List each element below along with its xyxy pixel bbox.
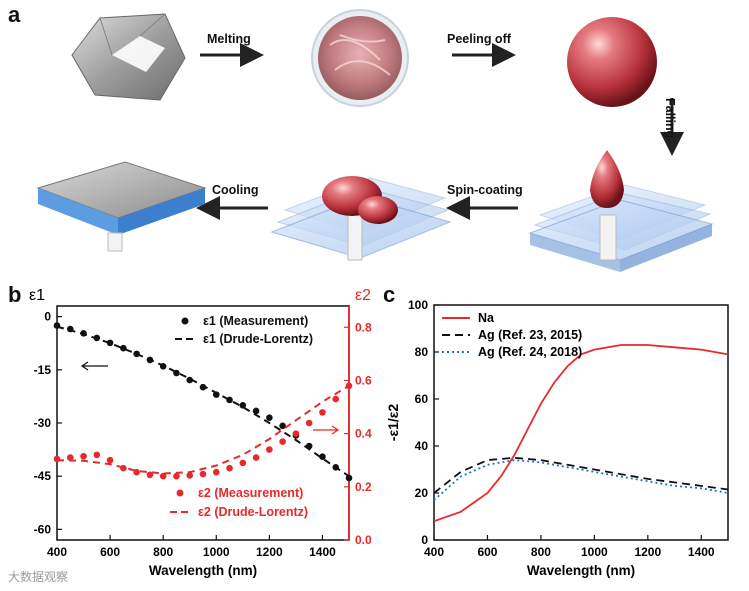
right-y-tick-label: 0.6: [355, 373, 372, 387]
data-point: [133, 468, 140, 476]
x-tick-label: 400: [424, 545, 444, 559]
left-y-tick-label: -15: [34, 363, 52, 377]
data-point: [239, 459, 247, 467]
data-point: [266, 414, 273, 421]
data-point: [186, 376, 194, 384]
x-tick-label: 600: [477, 545, 497, 559]
panel-c-letter: c: [383, 282, 396, 307]
legend-label: Ag (Ref. 24, 2018): [478, 345, 582, 359]
data-point: [279, 438, 286, 445]
data-point: [199, 470, 207, 478]
right-y-tick-label: 0.2: [355, 480, 372, 494]
right-y-tick-label: 0.4: [355, 427, 372, 441]
left-y-tick-label: 0: [44, 310, 51, 324]
left-y-tick-label: -30: [34, 416, 52, 430]
series-line: [433, 344, 729, 523]
data-point: [305, 419, 313, 427]
data-point: [345, 474, 353, 482]
data-point: [173, 472, 180, 480]
x-axis-label: Wavelength (nm): [149, 563, 257, 578]
right-y-tick-label: 0.8: [355, 320, 372, 334]
step-label-cooling: Cooling: [212, 183, 259, 197]
data-point: [279, 422, 286, 430]
data-point: [106, 456, 114, 464]
data-point: [266, 446, 273, 453]
x-tick-label: 1000: [581, 545, 608, 559]
y-tick-label: 100: [408, 298, 428, 312]
left-axis-pointer-arrow: [80, 361, 108, 371]
data-point: [106, 339, 114, 347]
data-point: [146, 471, 154, 479]
y-tick-label: 40: [415, 439, 429, 453]
legend-label: ε2 (Drude-Lorentz): [198, 505, 308, 519]
data-point: [66, 454, 74, 461]
step-label-melting: Melting: [207, 32, 251, 46]
data-point: [159, 472, 167, 480]
panel-a-letter: a: [8, 2, 21, 27]
data-point: [319, 453, 326, 460]
y-tick-label: 20: [415, 486, 429, 500]
panel-b-letter: b: [8, 282, 22, 307]
plot-frame: [433, 304, 729, 541]
left-axis-label: ε1: [29, 287, 45, 304]
legend-marker: [181, 317, 189, 325]
data-point: [292, 430, 300, 437]
series-line: [433, 456, 729, 494]
series-line: [433, 459, 729, 501]
data-point: [226, 464, 233, 472]
data-point: [332, 395, 340, 403]
x-tick-label: 1000: [203, 545, 230, 559]
x-tick-label: 1400: [309, 545, 336, 559]
step-label-spin-coating: Spin-coating: [447, 183, 523, 197]
data-point: [319, 409, 326, 416]
series-line: [56, 384, 350, 475]
step-label-peeling-off: Peeling off: [447, 32, 511, 46]
x-tick-label: 800: [531, 545, 551, 559]
data-point: [93, 451, 101, 459]
x-tick-label: 1400: [688, 545, 715, 559]
left-y-tick-label: -45: [34, 469, 52, 483]
solid-sodium-chunk: [71, 13, 186, 101]
data-point: [80, 452, 87, 460]
legend-marker: [176, 489, 184, 497]
left-y-tick-label: -60: [34, 522, 52, 536]
x-tick-label: 1200: [634, 545, 661, 559]
x-tick-label: 600: [100, 545, 120, 559]
data-point: [212, 468, 220, 476]
peeled-sodium-sphere: [567, 17, 657, 107]
data-point: [120, 344, 127, 352]
spin-coating-substrate: [270, 176, 452, 261]
legend-label: Na: [478, 311, 495, 325]
series-line: [56, 325, 350, 478]
watermark: 大数据观察: [8, 570, 69, 584]
y-axis-label: -ε1/ε2: [385, 404, 401, 442]
right-axis-pointer-arrow: [313, 425, 340, 435]
x-tick-label: 400: [47, 545, 67, 559]
data-point: [186, 472, 194, 479]
legend-label: ε1 (Drude-Lorentz): [203, 332, 313, 346]
y-tick-label: 0: [421, 533, 428, 547]
glass-substrate-with-droplet: [528, 150, 714, 272]
sodium-film-on-substrate: [36, 161, 207, 252]
legend-label: Ag (Ref. 23, 2015): [478, 328, 582, 342]
y-tick-label: 60: [415, 392, 429, 406]
x-tick-label: 800: [153, 545, 173, 559]
x-tick-label: 1200: [256, 545, 283, 559]
molten-sodium-sphere: [311, 9, 409, 107]
right-y-tick-label: 0.0: [355, 533, 372, 547]
legend-label: ε1 (Measurement): [203, 314, 308, 328]
right-axis-label: ε2: [355, 287, 371, 304]
x-axis-label: Wavelength (nm): [527, 563, 635, 578]
data-point: [252, 454, 260, 461]
y-tick-label: 80: [415, 345, 429, 359]
legend-label: ε2 (Measurement): [198, 486, 303, 500]
data-point: [252, 407, 260, 415]
